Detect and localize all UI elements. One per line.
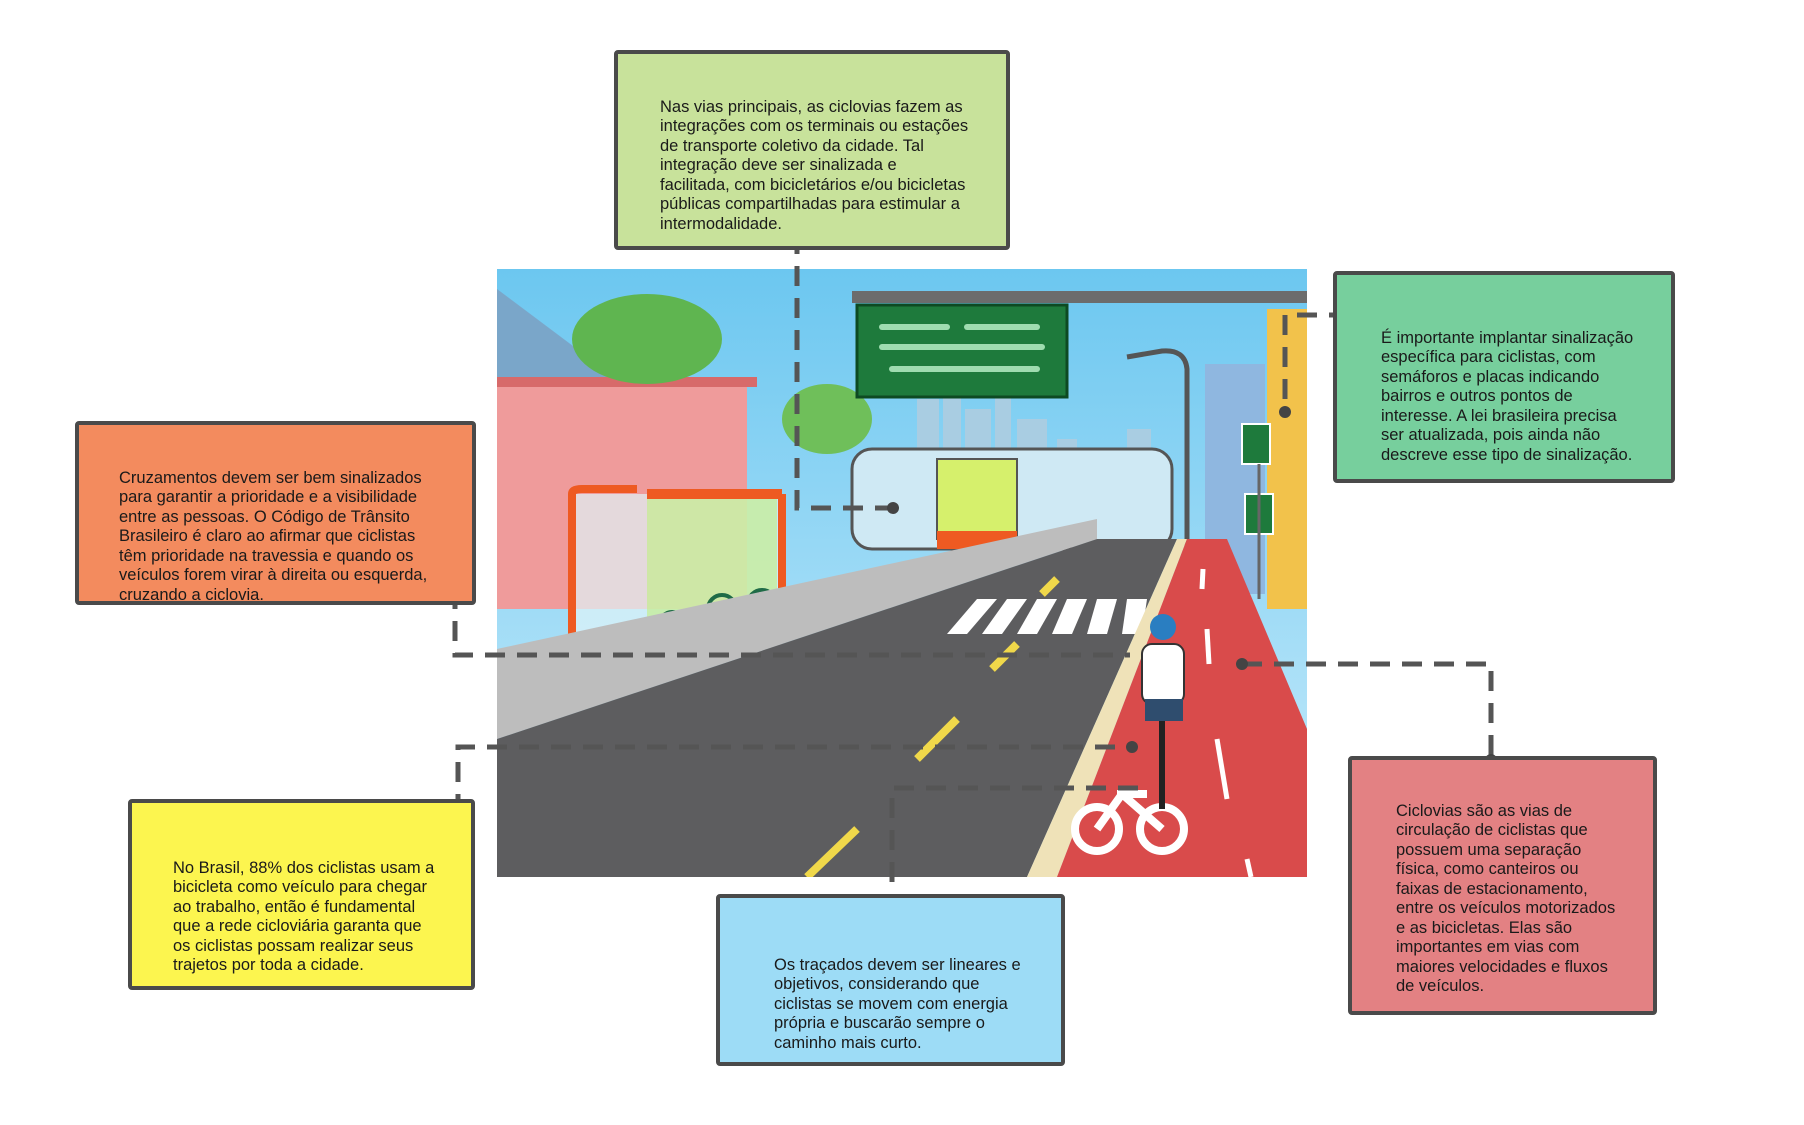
cyclist (1141, 614, 1185, 809)
separator-curb (1027, 539, 1187, 877)
connector-left-orange (452, 557, 1130, 658)
sidewalk (497, 519, 1097, 739)
street-illustration (497, 269, 1307, 877)
note-text: Cruzamentos devem ser bem sinalizados pa… (119, 468, 428, 604)
tree-left (572, 294, 722, 384)
connector-top (794, 234, 893, 511)
note-commute-statistic: No Brasil, 88% dos ciclistas usam a bici… (128, 799, 475, 990)
note-crossings: Cruzamentos devem ser bem sinalizados pa… (75, 421, 476, 605)
connector-right-red (1242, 661, 1494, 760)
note-text: Nas vias principais, as ciclovias fazem … (660, 97, 969, 233)
note-signage: É importante implantar sinalização espec… (1333, 271, 1675, 483)
connector-bottom-blue (889, 785, 1145, 914)
note-text: Os traçados devem ser lineares e objetiv… (774, 955, 1021, 1052)
arrow-icon (1241, 423, 1274, 599)
street-lamp (1126, 348, 1190, 649)
note-intermodal-integration: Nas vias principais, as ciclovias fazem … (614, 50, 1010, 250)
sign-gantry (852, 291, 1307, 303)
street-scene-svg (497, 269, 1307, 877)
note-text: É importante implantar sinalização espec… (1381, 328, 1634, 464)
note-text: No Brasil, 88% dos ciclistas usam a bici… (173, 858, 435, 975)
overhead-sign (855, 303, 1069, 399)
crosswalk (947, 599, 1177, 634)
note-text: Ciclovias são as vias de circulação de c… (1396, 801, 1616, 996)
note-linear-routes: Os traçados devem ser lineares e objetiv… (716, 894, 1065, 1066)
note-cycleway-definition: Ciclovias são as vias de circulação de c… (1348, 756, 1657, 1015)
tree-mid (782, 384, 872, 454)
connector-right-top (1282, 312, 1349, 412)
connector-left-yellow (455, 744, 1132, 846)
